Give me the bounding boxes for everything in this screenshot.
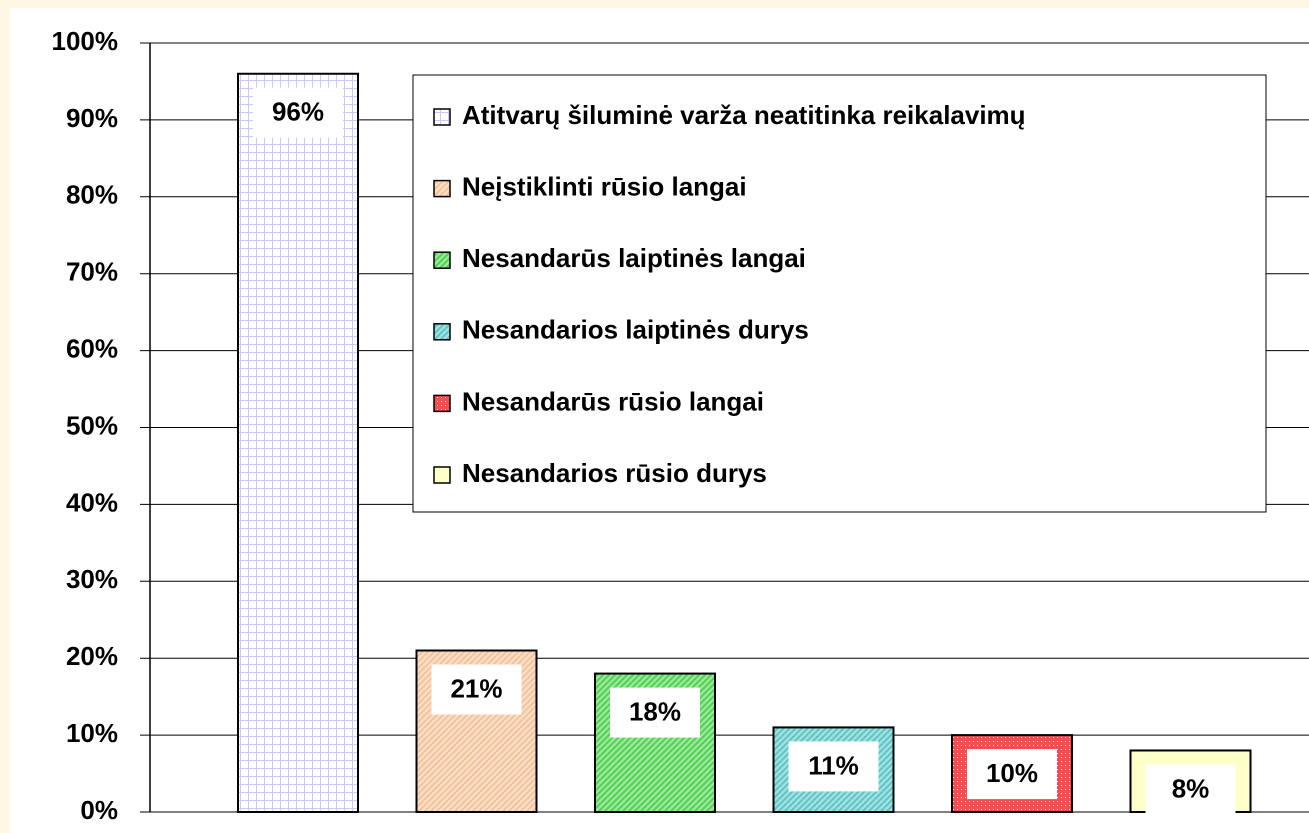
data-label: 8% — [1172, 773, 1210, 803]
y-tick-label: 90% — [66, 103, 118, 133]
y-tick-label: 50% — [66, 410, 118, 440]
legend-swatch — [433, 251, 451, 269]
legend-swatch — [433, 466, 451, 484]
y-tick-label: 0% — [80, 795, 118, 825]
legend-label: Nesandarios laiptinės durys — [462, 315, 809, 345]
y-tick-label: 60% — [66, 333, 118, 363]
legend — [412, 74, 1267, 513]
legend-label: Nesandarūs laiptinės langai — [462, 243, 806, 273]
data-label-box — [967, 749, 1057, 800]
y-tick-label: 30% — [66, 564, 118, 594]
legend-label: Neįstiklinti rūsio langai — [462, 171, 747, 201]
data-label: 21% — [450, 673, 502, 703]
y-tick-label: 80% — [66, 180, 118, 210]
y-tick-label: 10% — [66, 718, 118, 748]
legend-swatch — [433, 323, 451, 341]
y-tick-label: 100% — [52, 26, 119, 56]
legend-swatch — [433, 108, 451, 126]
legend-swatch — [433, 394, 451, 413]
legend-label: Nesandarūs rūsio langai — [462, 386, 764, 416]
y-tick-label: 20% — [66, 641, 118, 671]
data-label: 18% — [629, 696, 681, 726]
data-label-box — [253, 87, 343, 138]
y-tick-label: 40% — [66, 487, 118, 517]
data-label-box — [610, 687, 700, 738]
data-label-box — [431, 664, 522, 715]
y-tick-label: 70% — [66, 257, 118, 287]
data-label-box — [1145, 764, 1236, 815]
legend-label: Atitvarų šiluminė varža neatitinka reika… — [462, 100, 1026, 130]
legend-label: Nesandarios rūsio durys — [462, 458, 767, 488]
data-label: 96% — [272, 97, 324, 127]
data-label: 11% — [808, 750, 859, 780]
data-label-box — [788, 741, 879, 792]
legend-swatch — [433, 179, 451, 198]
data-label: 10% — [986, 758, 1038, 788]
bar — [237, 72, 359, 813]
